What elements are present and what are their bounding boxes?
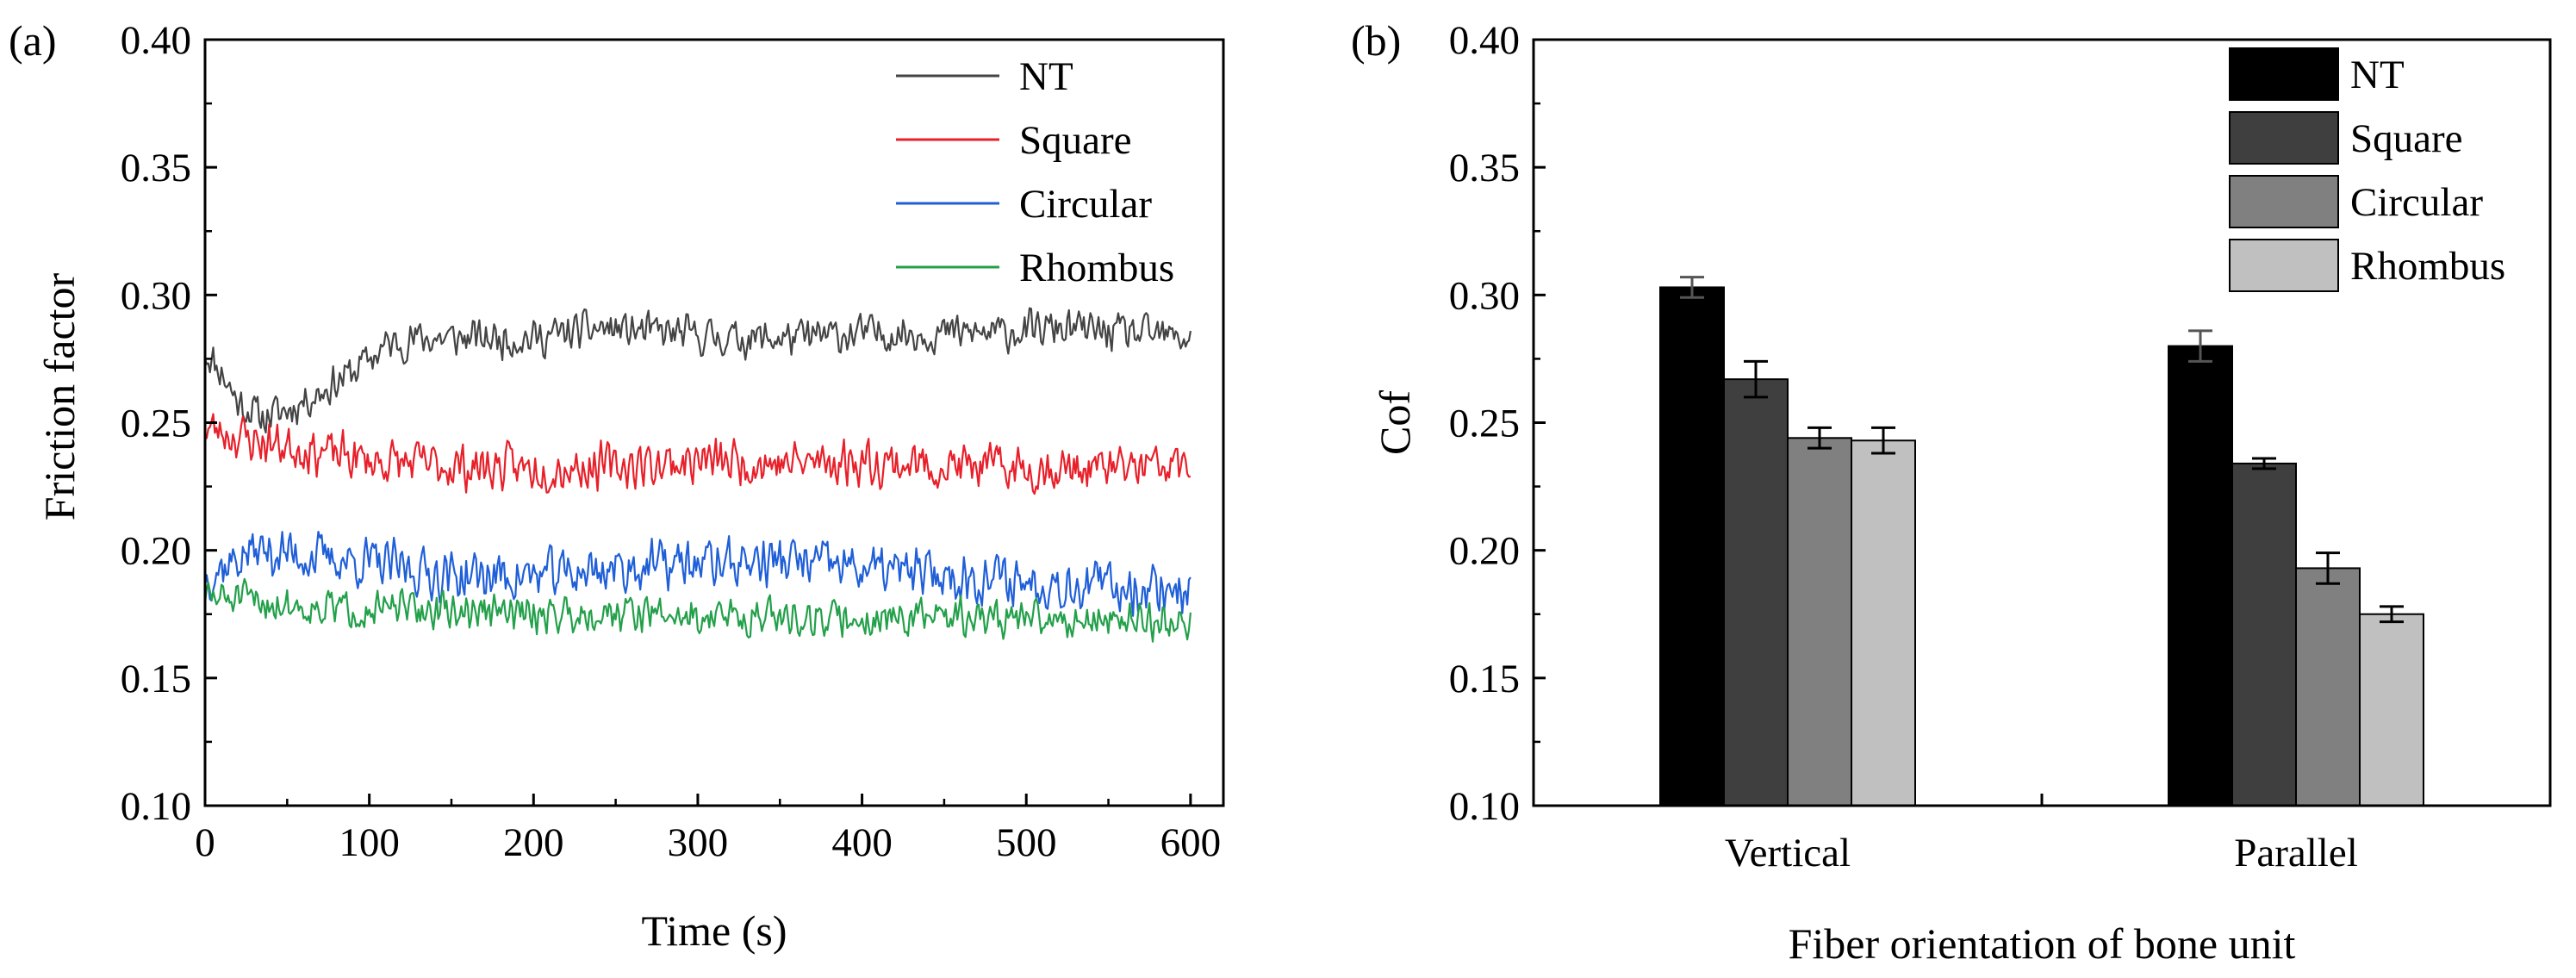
y-tick-label: 0.40 (121, 18, 191, 63)
bar-parallel-square (2231, 462, 2297, 807)
bar-vertical-rhombus (1851, 439, 1916, 807)
y-tick-label: 0.35 (121, 146, 191, 190)
y-tick-label: 0.20 (121, 529, 191, 574)
legend-label: Square (2350, 116, 2463, 161)
y-tick-label: 0.10 (1449, 784, 1520, 829)
y-axis-label: Cof (1371, 390, 1419, 455)
panel-b-bar-chart: 0.10 0.15 0.20 0.25 0.30 0.35 0.40 Vertical Para… (1351, 16, 2552, 968)
y-tick-label: 0.25 (1449, 402, 1520, 446)
bar-vertical-circular (1787, 437, 1852, 807)
y-tick-label: 0.30 (121, 273, 191, 318)
x-tick-label: 100 (339, 820, 400, 865)
legend-label: Circular (2350, 180, 2483, 225)
legend-swatch-circular (2229, 175, 2339, 228)
y-tick-label: 0.15 (121, 657, 191, 701)
x-tick-label: 200 (503, 820, 564, 865)
bar-parallel-rhombus (2359, 613, 2424, 807)
x-tick-label: 400 (831, 820, 893, 865)
legend-label: NT (2350, 53, 2405, 97)
series-line-nt (203, 307, 1192, 434)
y-tick-label: 0.25 (121, 402, 191, 446)
y-tick-label: 0.35 (1449, 146, 1520, 190)
y-tick-label: 0.15 (1449, 657, 1520, 701)
legend-label: Circular (1019, 182, 1152, 227)
x-category-label: Parallel (2234, 831, 2358, 875)
legend-swatch-rhombus (2229, 239, 2339, 292)
y-tick-label: 0.20 (1449, 529, 1520, 574)
y-axis-label: Friction factor (35, 272, 84, 520)
y-tick-label: 0.30 (1449, 273, 1520, 318)
series-line-square (204, 413, 1192, 495)
series-line-circular (203, 530, 1192, 617)
panel-label-b: (b) (1351, 16, 1401, 65)
bar-vertical-square (1723, 378, 1789, 807)
y-tick-label: 0.10 (121, 784, 191, 829)
bar-vertical-nt (1659, 286, 1725, 807)
series-line-rhombus (203, 577, 1192, 643)
bar-parallel-nt (2168, 345, 2233, 807)
x-tick-label: 600 (1160, 820, 1222, 865)
legend-label: NT (1019, 54, 1073, 99)
panel-label-a: (a) (9, 16, 57, 65)
bar-parallel-circular (2295, 567, 2361, 807)
x-tick-label: 500 (996, 820, 1057, 865)
legend-swatch-nt (2229, 47, 2339, 101)
x-axis-label: Fiber orientation of bone unit (1789, 919, 2296, 968)
x-tick-label: 300 (668, 820, 729, 865)
legend-label: Rhombus (1019, 246, 1174, 290)
legend-swatch-square (2229, 111, 2339, 165)
legend-label: Square (1019, 118, 1132, 163)
x-category-label: Vertical (1725, 831, 1851, 875)
x-tick-label: 0 (195, 820, 215, 865)
y-tick-label: 0.40 (1449, 18, 1520, 63)
x-axis-label: Time (s) (641, 906, 787, 955)
panel-a-line-chart: 0.10 0.15 0.20 0.25 0.30 0.35 0.40 0 100 200 300 40… (9, 16, 1225, 955)
legend-label: Rhombus (2350, 244, 2505, 289)
